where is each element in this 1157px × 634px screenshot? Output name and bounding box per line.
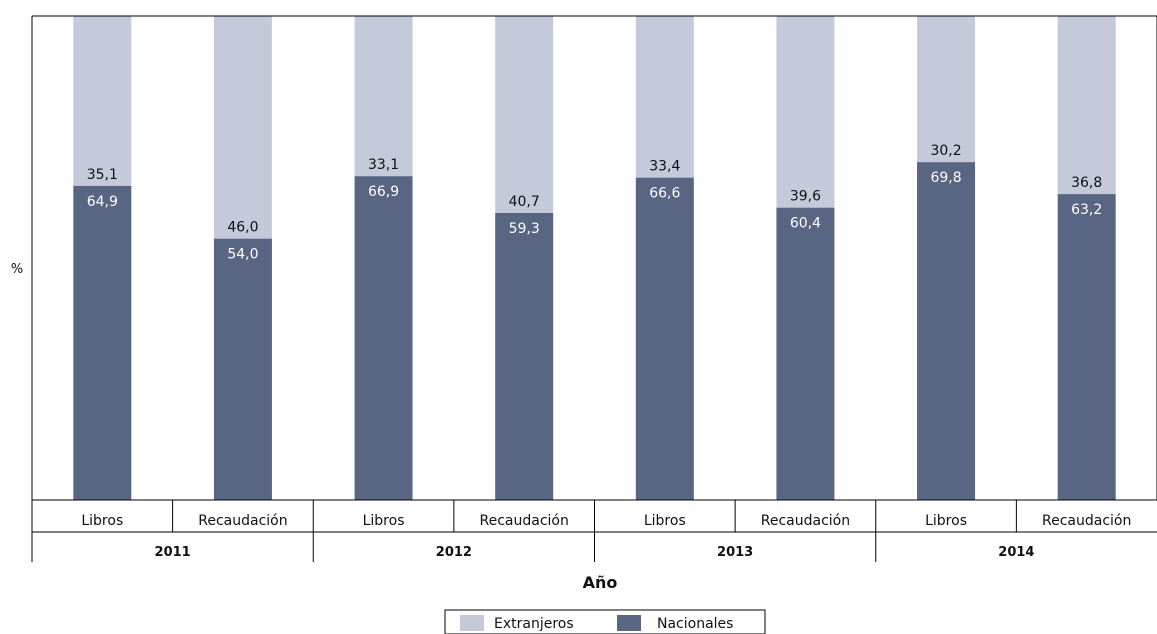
- data-label-extranjeros: 39,6: [790, 189, 821, 205]
- legend-frame: [444, 609, 766, 634]
- category-label: Libros: [925, 513, 967, 529]
- category-label: Recaudación: [198, 513, 287, 529]
- data-label-extranjeros: 33,4: [649, 159, 680, 175]
- bar-nacionales: [917, 162, 976, 500]
- category-label: Libros: [644, 513, 686, 529]
- bar-nacionales: [495, 212, 554, 500]
- x-axis-title: Año: [583, 573, 618, 592]
- data-label-extranjeros: 40,7: [509, 194, 540, 210]
- data-label-nacionales: 54,0: [227, 247, 258, 263]
- bar-extranjeros: [1057, 16, 1116, 195]
- bar-extranjeros: [354, 16, 413, 177]
- category-label: Libros: [81, 513, 123, 529]
- legend-swatch-nacionales: [617, 615, 641, 631]
- bar-extranjeros: [495, 16, 554, 213]
- data-label-nacionales: 66,6: [649, 186, 680, 202]
- bar-nacionales: [213, 238, 272, 500]
- bar-nacionales: [635, 177, 694, 500]
- data-label-extranjeros: 30,2: [930, 143, 961, 159]
- category-label: Recaudación: [1042, 513, 1131, 529]
- bar-nacionales: [354, 176, 413, 501]
- data-label-extranjeros: 35,1: [87, 167, 118, 183]
- bar-nacionales: [73, 185, 132, 500]
- year-label: 2011: [155, 545, 191, 560]
- bars-layer: [73, 16, 1116, 501]
- data-label-nacionales: 69,8: [930, 170, 961, 186]
- bar-extranjeros: [635, 16, 694, 178]
- data-label-nacionales: 64,9: [87, 194, 118, 210]
- year-label: 2013: [717, 545, 753, 560]
- bar-extranjeros: [776, 16, 835, 208]
- legend-label-nacionales: Nacionales: [657, 616, 733, 632]
- data-label-extranjeros: 33,1: [368, 157, 399, 173]
- bar-extranjeros: [73, 16, 132, 186]
- bar-extranjeros: [213, 16, 272, 239]
- bar-nacionales: [776, 207, 835, 500]
- category-label: Libros: [363, 513, 405, 529]
- data-label-nacionales: 63,2: [1071, 202, 1102, 218]
- labels-layer: 35,1 64,9 Libros 46,0 54,0 Recaudación 33,1 66,…: [81, 143, 1131, 560]
- y-axis-title: %: [11, 262, 23, 277]
- data-label-nacionales: 66,9: [368, 184, 399, 200]
- bar-nacionales: [1057, 194, 1116, 500]
- bar-extranjeros: [917, 16, 976, 163]
- year-label: 2014: [998, 545, 1034, 560]
- data-label-nacionales: 60,4: [790, 216, 821, 232]
- category-label: Recaudación: [480, 513, 569, 529]
- axes-layer: [31, 15, 1157, 562]
- year-label: 2012: [436, 545, 472, 560]
- legend-label-extranjeros: Extranjeros: [494, 616, 574, 632]
- data-label-nacionales: 59,3: [509, 221, 540, 237]
- data-label-extranjeros: 36,8: [1071, 175, 1102, 191]
- data-label-extranjeros: 46,0: [227, 220, 258, 236]
- category-label: Recaudación: [761, 513, 850, 529]
- legend: Extranjeros Nacionales: [444, 609, 766, 634]
- legend-swatch-extranjeros: [460, 615, 484, 631]
